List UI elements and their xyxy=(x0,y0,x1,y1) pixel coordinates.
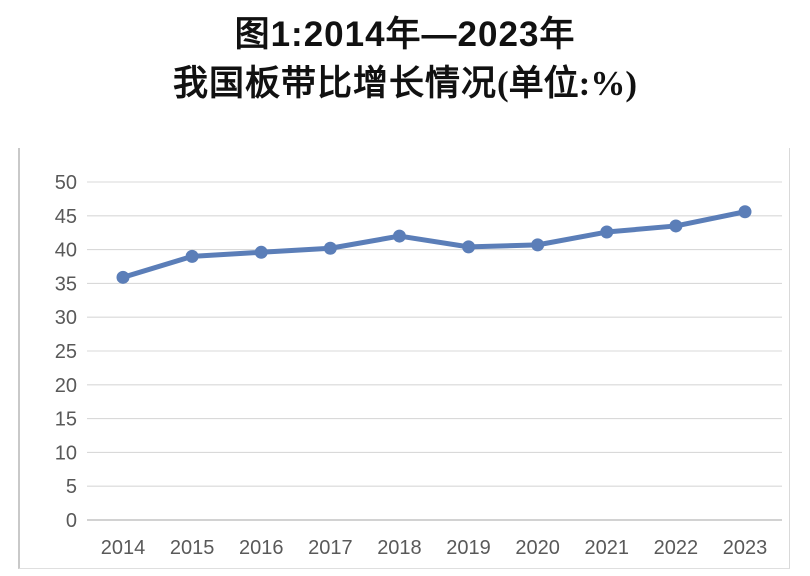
y-axis-tick-label: 40 xyxy=(55,240,77,262)
chart-title-unit: (单位:%) xyxy=(497,64,637,103)
y-axis-tick-label: 15 xyxy=(55,409,77,431)
line-chart: 0 5 10 15 20 25 30 35 40 45 50 2014 2015 2016 2017 2018… xyxy=(55,172,782,559)
y-axis-tick-label: 25 xyxy=(55,341,77,363)
x-axis-tick-label: 2023 xyxy=(723,537,768,559)
chart-title-line1: 图1:2014年—2023年 xyxy=(0,10,810,59)
y-axis-tick-label: 10 xyxy=(55,442,77,464)
y-axis-tick-label: 20 xyxy=(55,375,77,397)
data-point xyxy=(392,229,406,243)
y-axis-tick-label: 50 xyxy=(55,172,77,194)
chart-title-line1-text: 图1:2014年—2023年 xyxy=(234,15,576,54)
chart-title-line2: 我国板带比增长情况(单位:%) xyxy=(0,59,810,108)
data-point xyxy=(600,225,614,239)
x-axis-tick-label: 2020 xyxy=(515,537,560,559)
y-axis-tick-label: 35 xyxy=(55,273,77,295)
data-point xyxy=(185,249,199,263)
y-axis-tick-label: 45 xyxy=(55,206,77,228)
data-point xyxy=(254,245,268,259)
x-axis-tick-label: 2021 xyxy=(585,537,630,559)
data-point xyxy=(116,270,130,284)
data-point xyxy=(323,241,337,255)
data-point xyxy=(462,240,476,254)
x-axis-tick-label: 2016 xyxy=(239,537,284,559)
data-point xyxy=(531,238,545,252)
data-point xyxy=(669,219,683,233)
data-point xyxy=(738,205,752,219)
y-axis-tick-label: 30 xyxy=(55,307,77,329)
y-axis-tick-label: 5 xyxy=(66,476,77,498)
x-axis-tick-label: 2017 xyxy=(308,537,353,559)
x-axis-tick-label: 2018 xyxy=(377,537,422,559)
x-axis-tick-label: 2015 xyxy=(170,537,215,559)
chart-title: 图1:2014年—2023年 我国板带比增长情况(单位:%) xyxy=(0,10,810,108)
x-axis-tick-label: 2014 xyxy=(101,537,146,559)
data-line xyxy=(120,209,748,280)
x-axis-tick-label: 2019 xyxy=(446,537,491,559)
x-axis-tick-label: 2022 xyxy=(654,537,699,559)
chart-area: 0 5 10 15 20 25 30 35 40 45 50 2014 2015 2016 2017 2018… xyxy=(18,148,790,569)
y-axis-tick-label: 0 xyxy=(66,510,77,532)
chart-title-line2-main: 我国板带比增长情况 xyxy=(173,64,498,103)
